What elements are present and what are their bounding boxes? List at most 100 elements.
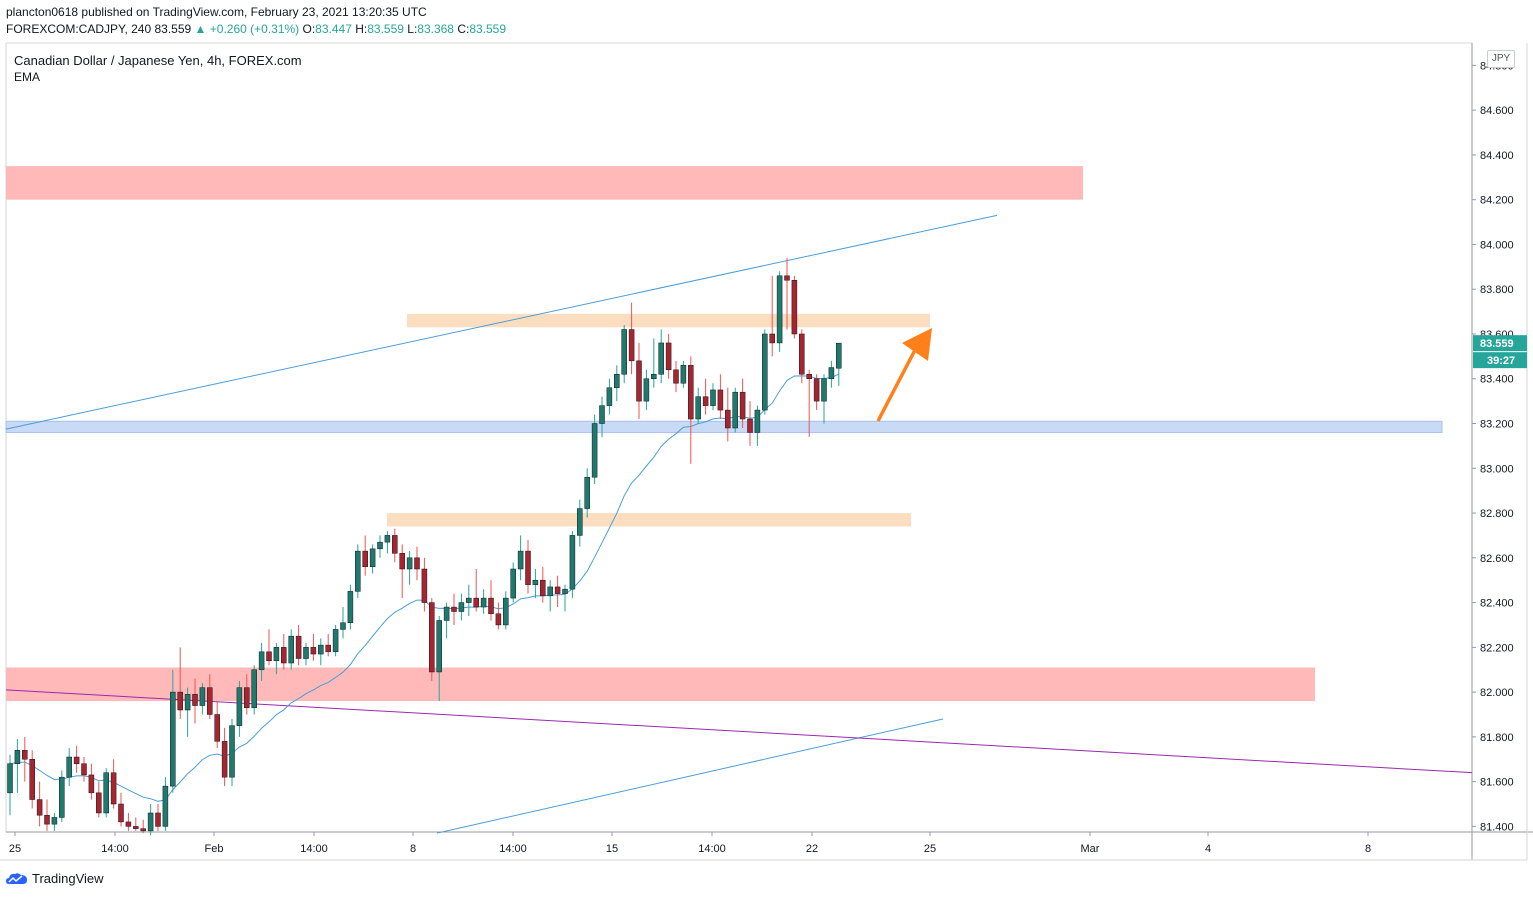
candle-body[interactable] <box>236 687 243 726</box>
candle-body[interactable] <box>836 342 842 369</box>
candle-body[interactable] <box>266 651 272 662</box>
candle-body[interactable] <box>14 750 21 764</box>
candle-body[interactable] <box>799 333 805 375</box>
candle-body[interactable] <box>118 803 124 823</box>
candle-body[interactable] <box>7 763 13 794</box>
candle-body[interactable] <box>369 548 376 568</box>
candle-body[interactable] <box>776 275 783 344</box>
candle-body[interactable] <box>184 694 191 711</box>
candle-body[interactable] <box>421 568 428 603</box>
candle-body[interactable] <box>821 378 827 402</box>
candle-body[interactable] <box>155 812 161 827</box>
candle-body[interactable] <box>170 691 176 787</box>
candle-body[interactable] <box>214 714 220 742</box>
candle-body[interactable] <box>443 606 450 621</box>
candle-body[interactable] <box>332 629 339 653</box>
currency-badge[interactable]: JPY <box>1487 50 1515 68</box>
candle-body[interactable] <box>584 476 590 509</box>
candle-body[interactable] <box>606 387 613 406</box>
candle-body[interactable] <box>377 541 383 550</box>
candle-body[interactable] <box>177 691 183 711</box>
candle-body[interactable] <box>451 606 457 612</box>
candle-body[interactable] <box>406 557 413 570</box>
descending-trendline[interactable] <box>5 689 1473 774</box>
candle-body[interactable] <box>599 405 605 424</box>
candle-body[interactable] <box>532 579 539 585</box>
candle-body[interactable] <box>429 602 435 673</box>
candle-body[interactable] <box>221 741 228 778</box>
candle-body[interactable] <box>769 333 775 344</box>
candle-body[interactable] <box>473 597 479 608</box>
candle-body[interactable] <box>503 597 509 626</box>
candle-body[interactable] <box>229 725 235 778</box>
candle-body[interactable] <box>199 687 206 706</box>
candle-body[interactable] <box>466 597 472 603</box>
projection-arrow-shaft[interactable] <box>876 349 917 422</box>
candle-body[interactable] <box>251 669 257 709</box>
candle-body[interactable] <box>762 333 768 411</box>
candle-body[interactable] <box>399 553 405 570</box>
candle-body[interactable] <box>525 550 531 585</box>
candle-body[interactable] <box>59 776 65 818</box>
candle-body[interactable] <box>688 365 694 420</box>
candle-body[interactable] <box>295 635 302 659</box>
candle-body[interactable] <box>577 508 583 536</box>
candle-body[interactable] <box>791 280 798 335</box>
candle-body[interactable] <box>651 374 657 379</box>
candle-body[interactable] <box>81 763 87 776</box>
candle-body[interactable] <box>66 756 72 778</box>
candle-body[interactable] <box>258 651 265 670</box>
candle-body[interactable] <box>96 792 102 814</box>
candle-body[interactable] <box>362 550 368 568</box>
candle-body[interactable] <box>480 597 487 608</box>
candle-body[interactable] <box>547 586 553 597</box>
candle-body[interactable] <box>665 342 672 371</box>
candle-body[interactable] <box>628 329 635 362</box>
candle-body[interactable] <box>192 694 198 706</box>
candle-body[interactable] <box>110 772 117 805</box>
candle-body[interactable] <box>636 360 642 402</box>
candle-body[interactable] <box>828 367 835 379</box>
candle-body[interactable] <box>392 535 398 554</box>
candle-body[interactable] <box>88 774 95 794</box>
candle-body[interactable] <box>22 750 28 760</box>
candle-body[interactable] <box>73 756 80 764</box>
candle-body[interactable] <box>591 423 598 478</box>
candle-body[interactable] <box>458 602 465 612</box>
candle-body[interactable] <box>643 378 650 402</box>
candle-body[interactable] <box>813 378 820 402</box>
candle-body[interactable] <box>658 342 664 375</box>
candle-body[interactable] <box>562 588 568 594</box>
candle-body[interactable] <box>695 396 701 420</box>
candle-body[interactable] <box>673 369 679 384</box>
projection-arrow-head[interactable] <box>902 328 932 361</box>
candle-body[interactable] <box>340 622 346 630</box>
lower-trendline[interactable] <box>436 718 944 834</box>
candle-body[interactable] <box>310 647 317 655</box>
candle-body[interactable] <box>103 772 109 814</box>
tradingview-brand[interactable]: TradingView <box>6 871 104 886</box>
candle-body[interactable] <box>747 418 753 433</box>
candle-body[interactable] <box>207 687 213 715</box>
indicator-label[interactable]: EMA <box>14 70 41 84</box>
candle-body[interactable] <box>273 647 280 662</box>
candle-body[interactable] <box>436 620 442 673</box>
candle-body[interactable] <box>244 687 250 709</box>
candle-body[interactable] <box>147 812 154 832</box>
candle-body[interactable] <box>325 644 331 653</box>
candle-body[interactable] <box>125 821 132 827</box>
candle-body[interactable] <box>281 647 287 664</box>
candle-body[interactable] <box>488 597 494 615</box>
candle-body[interactable] <box>355 550 361 592</box>
candle-body[interactable] <box>140 828 146 832</box>
candle-body[interactable] <box>51 817 58 825</box>
candle-body[interactable] <box>614 374 620 388</box>
candle-body[interactable] <box>384 535 391 543</box>
candle-body[interactable] <box>806 374 812 379</box>
candle-body[interactable] <box>517 550 524 570</box>
candle-body[interactable] <box>29 759 35 800</box>
upper-trendline[interactable] <box>5 214 998 430</box>
candle-body[interactable] <box>133 826 139 829</box>
candle-body[interactable] <box>347 591 354 623</box>
